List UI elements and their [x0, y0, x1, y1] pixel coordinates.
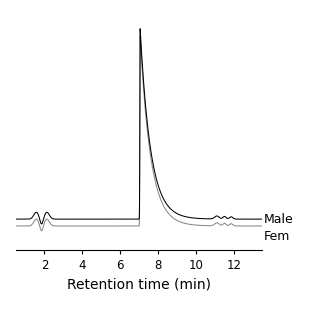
Text: Fem: Fem	[263, 230, 290, 243]
Text: Male: Male	[263, 212, 293, 226]
X-axis label: Retention time (min): Retention time (min)	[67, 277, 211, 291]
